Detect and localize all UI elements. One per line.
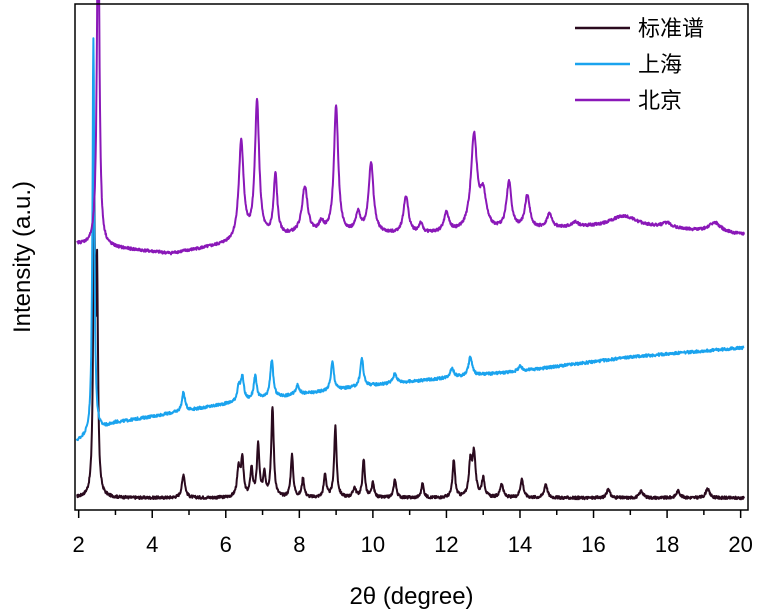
x-axis-title: 2θ (degree) bbox=[349, 583, 473, 610]
x-tick-label: 18 bbox=[655, 532, 679, 557]
x-tick-label: 10 bbox=[361, 532, 385, 557]
x-tick-label: 8 bbox=[293, 532, 305, 557]
series-line-0 bbox=[76, 180, 745, 501]
y-axis-title: Intensity (a.u.) bbox=[9, 181, 36, 333]
x-tick-label: 4 bbox=[146, 532, 158, 557]
x-tick-label: 12 bbox=[434, 532, 458, 557]
legend-label: 标准谱 bbox=[638, 17, 704, 42]
plot-frame bbox=[74, 3, 749, 511]
x-tick-label: 6 bbox=[220, 532, 232, 557]
series-line-1 bbox=[75, 37, 745, 442]
x-tick-label: 2 bbox=[73, 532, 85, 557]
series-line-2 bbox=[76, 0, 745, 256]
plot-lines bbox=[75, 0, 745, 501]
x-tick-label: 16 bbox=[581, 532, 605, 557]
legend-label: 上海 bbox=[638, 53, 682, 78]
x-tick-label: 14 bbox=[508, 532, 532, 557]
x-axis-ticks: 2 4 6 8 10 12 14 16 18 20 bbox=[73, 510, 753, 557]
legend-label: 北京 bbox=[638, 89, 682, 114]
x-tick-label: 20 bbox=[728, 532, 752, 557]
